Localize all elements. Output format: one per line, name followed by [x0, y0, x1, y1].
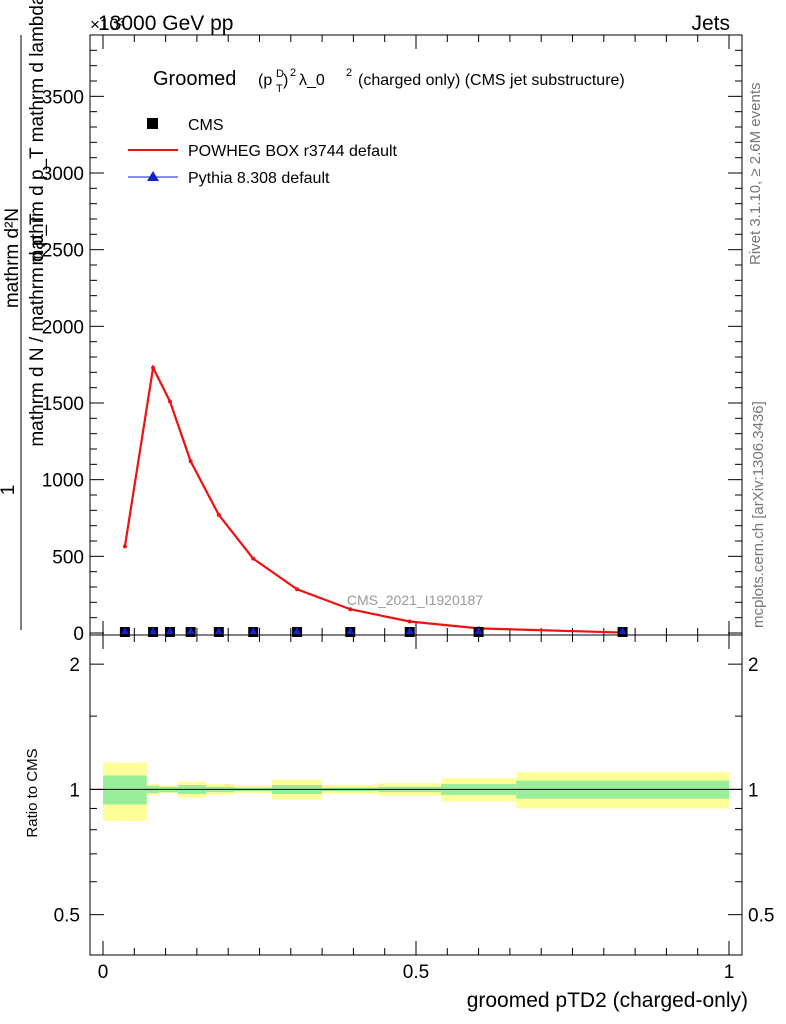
- ratio-stat-band: [103, 775, 147, 805]
- analysis-watermark: CMS_2021_I1920187: [347, 592, 483, 608]
- powheg-point: [295, 587, 300, 592]
- pythia-point: [618, 627, 627, 634]
- pythia-point: [165, 627, 174, 634]
- title-lambda: λ_0: [299, 72, 325, 89]
- powheg-point: [122, 544, 127, 549]
- title-pt-close: ): [283, 72, 288, 89]
- main-y-tick-label: 1000: [42, 471, 84, 492]
- x-axis-label: groomed pTD2 (charged-only): [467, 989, 748, 1012]
- main-y-tick-label: 2500: [42, 241, 84, 262]
- ratio-x-tick-label: 1: [724, 962, 735, 983]
- legend-cms-marker: [147, 118, 158, 129]
- title-pt-open: (p: [258, 72, 272, 89]
- legend-cms-label: CMS: [188, 117, 224, 134]
- title-pt-sub: T: [276, 83, 283, 95]
- y-label-numerator: mathrm d²N: [2, 208, 23, 308]
- ratio-panel: 0.5 0.51 12 2 0 0.5 1 Ratio to CMS groomed pT…: [24, 634, 775, 1012]
- pythia-point: [149, 627, 158, 634]
- header-energy: 13000 GeV pp: [98, 12, 233, 35]
- title-main: Groomed: [153, 68, 236, 90]
- rivet-version-label: Rivet 3.1.10, ≥ 2.6M events: [747, 83, 764, 266]
- legend: CMS POWHEG BOX r3744 default Pythia 8.30…: [128, 117, 398, 187]
- y-exponent: ×10³: [90, 15, 125, 34]
- powheg-point: [188, 459, 193, 464]
- ratio-y-tick-label: 2: [69, 655, 80, 676]
- title-lambda-power: 2: [346, 67, 352, 79]
- powheg-point: [216, 512, 221, 517]
- y-label-denominator-tail: mathrm d p_T mathrm d lambda: [27, 0, 48, 266]
- pythia-point: [293, 627, 302, 634]
- title-pt-power: 2: [290, 67, 296, 79]
- pythia-point: [346, 627, 355, 634]
- plot-title: Groomed (p D T ) 2 λ_0 2 (charged only) …: [153, 67, 625, 95]
- ratio-y-tick-label: 1: [69, 780, 80, 801]
- header-process: Jets: [691, 12, 730, 35]
- ratio-x-tick-label: 0.5: [403, 962, 429, 983]
- pythia-point: [186, 627, 195, 634]
- ratio-y-tick-label-right: 0.5: [748, 906, 774, 927]
- main-y-tick-label: 0: [73, 624, 84, 645]
- powheg-point: [151, 365, 156, 370]
- main-y-label: 1 mathrm d²N mathrm d N / mathrm d p_T m…: [0, 0, 48, 630]
- main-y-axis: 0 500 1000 1500 2000 2500 3000 3500: [42, 49, 742, 645]
- pythia-point: [214, 627, 223, 634]
- main-y-tick-label: 500: [52, 547, 84, 568]
- main-y-tick-label: 1500: [42, 394, 84, 415]
- main-data-layer: [119, 364, 628, 637]
- ratio-y-tick-label-right: 2: [748, 655, 759, 676]
- ratio-y-axis: 0.5 0.5 1 1 2 2: [54, 655, 775, 927]
- powheg-point: [251, 556, 256, 561]
- pythia-point: [474, 627, 483, 634]
- main-y-tick-label: 2000: [42, 317, 84, 338]
- legend-pythia-marker: [147, 171, 159, 181]
- ratio-y-tick-label-right: 1: [748, 780, 759, 801]
- legend-powheg-label: POWHEG BOX r3744 default: [188, 143, 398, 160]
- main-x-axis: [102, 35, 730, 635]
- main-y-tick-label: 3000: [42, 164, 84, 185]
- main-y-tick-label: 3500: [42, 87, 84, 108]
- main-panel: 0 500 1000 1500 2000 2500 3000 3500 CMS_2021_I1…: [0, 0, 743, 645]
- ratio-x-tick-label: 0: [98, 962, 109, 983]
- y-label-denominator: mathrm d N / mathrm d p_T: [27, 213, 48, 447]
- mcplots-label: mcplots.cern.ch [arXiv:1306.3436]: [750, 401, 767, 628]
- powheg-point: [407, 619, 412, 624]
- ratio-y-tick-label: 0.5: [54, 906, 80, 927]
- pythia-point: [249, 627, 258, 634]
- ratio-bands: [103, 762, 729, 821]
- powheg-point: [348, 607, 353, 612]
- y-label-one: 1: [0, 485, 19, 496]
- legend-pythia-label: Pythia 8.308 default: [188, 170, 330, 187]
- pythia-point: [405, 627, 414, 634]
- title-pt-sup: D: [276, 68, 284, 80]
- powheg-point: [167, 399, 172, 404]
- ratio-y-label: Ratio to CMS: [24, 748, 41, 837]
- ratio-x-axis: 0 0.5 1: [98, 635, 735, 983]
- title-tail: (charged only) (CMS jet substructure): [358, 72, 625, 89]
- pythia-point: [120, 627, 129, 634]
